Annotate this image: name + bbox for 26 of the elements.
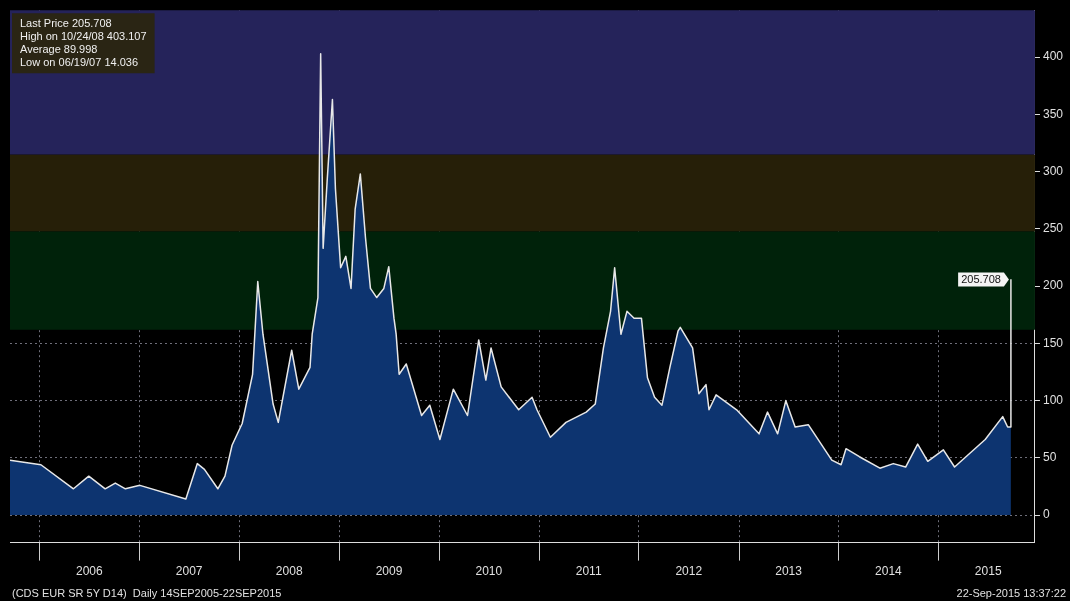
annotation: 205.708	[961, 272, 1001, 285]
x-tick-label: 2008	[275, 564, 303, 579]
x-tick-label: 2013	[775, 564, 803, 579]
y-tick-label: 250	[1042, 221, 1064, 236]
x-tick-label: 2006	[75, 564, 103, 579]
annotation: Low on 06/19/07 14.036	[20, 55, 139, 68]
x-tick-label: 2012	[675, 564, 703, 579]
y-tick-label: 0	[1042, 507, 1050, 522]
text: 22-Sep-2015 13:37:22	[956, 586, 1066, 599]
y-tick-label: 50	[1042, 450, 1057, 465]
annotation: High on 10/24/08 403.107	[20, 29, 147, 42]
y-tick-label: 100	[1042, 392, 1064, 407]
x-tick-label: 2010	[475, 564, 503, 579]
y-tick-label: 350	[1042, 106, 1064, 121]
x-tick-label: 2015	[974, 564, 1002, 579]
annotation: Last Price 205.708	[20, 16, 112, 29]
annotation: Average 89.998	[20, 42, 98, 55]
y-tick-label: 200	[1042, 278, 1064, 293]
y-tick-label: 300	[1042, 163, 1064, 178]
x-tick-label: 2007	[175, 564, 203, 579]
x-tick-label: 2014	[875, 564, 903, 579]
x-tick-label: 2011	[575, 564, 602, 579]
y-tick-label: 400	[1042, 49, 1064, 64]
y-tick-label: 150	[1042, 335, 1064, 350]
x-tick-label: 2009	[375, 564, 403, 579]
text: (CDS EUR SR 5Y D14) Daily 14SEP2005-22SEP2015	[12, 586, 282, 599]
